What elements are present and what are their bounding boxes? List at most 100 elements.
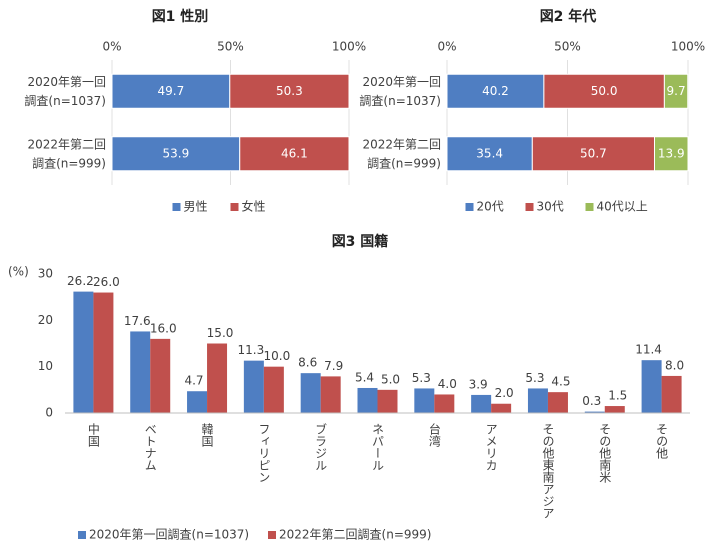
data-label: 26.0 — [93, 275, 120, 289]
bar — [130, 331, 151, 413]
data-label: 46.1 — [281, 146, 308, 160]
y-tick-label: 2020年第一回 — [27, 75, 106, 89]
x-tick-label: 0% — [102, 40, 121, 54]
bar — [584, 411, 605, 413]
bar — [243, 360, 264, 413]
legend-swatch — [525, 203, 534, 211]
chart-title: 図2 年代 — [540, 8, 597, 25]
x-tick-label: 韓国 — [200, 423, 214, 447]
legend-swatch — [465, 203, 474, 211]
bar — [434, 394, 455, 413]
bar — [491, 403, 512, 413]
x-tick-label: 100% — [332, 40, 366, 54]
legend-label: 2022年第二回調査(n=999) — [279, 528, 431, 542]
bar-segment — [654, 136, 689, 172]
y-tick-label: 30 — [38, 267, 53, 281]
x-tick-label: 50% — [554, 40, 581, 54]
x-tick-label: 0% — [437, 40, 456, 54]
y-tick-label: 2020年第一回 — [362, 75, 441, 89]
legend-swatch — [585, 203, 594, 211]
data-label: 50.0 — [591, 84, 618, 98]
data-label: 49.7 — [158, 84, 185, 98]
data-label: 0.3 — [582, 394, 601, 408]
bar — [320, 376, 341, 413]
y-tick-label: 2022年第二回 — [27, 137, 106, 151]
x-tick-label: その他東南アジア — [541, 423, 555, 519]
chart-title: 図1 性別 — [152, 8, 209, 25]
data-label: 5.4 — [355, 370, 374, 384]
x-tick-label: 100% — [671, 40, 705, 54]
bar — [547, 392, 568, 413]
bar-segment — [229, 73, 350, 109]
bar-segment — [446, 73, 545, 109]
data-label: 4.0 — [438, 377, 457, 391]
bar — [377, 389, 398, 413]
data-label: 15.0 — [207, 326, 234, 340]
data-label: 53.9 — [163, 146, 190, 160]
bar — [357, 387, 378, 413]
bar — [93, 292, 114, 413]
data-label: 2.0 — [495, 386, 514, 400]
x-tick-label: 中国 — [86, 422, 100, 447]
y-tick-label: 20 — [38, 313, 53, 327]
data-label: 11.4 — [635, 343, 662, 357]
data-label: 7.9 — [324, 359, 343, 373]
data-label: 26.2 — [67, 274, 94, 288]
legend-swatch — [268, 531, 276, 539]
bar-segment — [543, 73, 665, 109]
bar — [641, 360, 662, 413]
bar — [604, 406, 625, 413]
y-tick-label: 調査(n=1037) — [24, 94, 106, 108]
y-tick-label: 調査(n=999) — [367, 156, 441, 170]
bar-segment — [663, 73, 689, 109]
bar — [187, 391, 208, 413]
data-label: 11.3 — [238, 343, 265, 357]
data-label: 9.7 — [667, 84, 686, 98]
x-tick-label: ブラジル — [314, 422, 328, 471]
data-label: 1.5 — [608, 389, 627, 403]
data-label: 17.6 — [124, 314, 151, 328]
data-label: 3.9 — [469, 377, 488, 391]
data-label: 5.3 — [525, 371, 544, 385]
data-label: 8.6 — [298, 356, 317, 370]
data-label: 5.0 — [381, 372, 400, 386]
x-tick-label: その他 — [655, 423, 669, 459]
data-label: 4.5 — [551, 375, 570, 389]
bar — [150, 338, 171, 413]
data-label: 8.0 — [665, 358, 684, 372]
legend-label: 30代 — [537, 200, 564, 214]
bar — [263, 366, 284, 413]
legend-label: 2020年第一回調査(n=1037) — [89, 528, 249, 542]
data-label: 5.3 — [412, 371, 431, 385]
x-tick-label: フィリピン — [257, 423, 271, 483]
x-tick-label: 台湾 — [427, 422, 441, 448]
bar-segment — [111, 136, 241, 172]
data-label: 50.3 — [276, 84, 303, 98]
bar — [661, 375, 682, 413]
bar — [300, 373, 321, 413]
bar-segment — [531, 136, 656, 172]
data-label: 35.4 — [476, 146, 503, 160]
legend-label: 男性 — [184, 200, 208, 214]
data-label: 10.0 — [264, 349, 291, 363]
bar-segment — [239, 136, 350, 172]
y-tick-label: 調査(n=999) — [32, 156, 106, 170]
bar — [414, 388, 435, 413]
x-tick-label: 50% — [217, 40, 244, 54]
legend-label: 女性 — [242, 199, 266, 214]
bar — [207, 343, 228, 413]
legend-swatch — [172, 203, 181, 211]
legend-swatch — [230, 203, 239, 211]
data-label: 40.2 — [482, 84, 509, 98]
y-tick-label: 0 — [45, 406, 53, 420]
x-tick-label: アメリカ — [484, 423, 498, 471]
x-tick-label: その他南米 — [598, 423, 612, 483]
bar-segment — [111, 73, 231, 109]
y-tick-label: 10 — [38, 359, 53, 373]
legend-label: 40代以上 — [597, 200, 648, 214]
data-label: 16.0 — [150, 321, 177, 335]
data-label: 50.7 — [580, 146, 607, 160]
chart-title: 図3 国籍 — [332, 233, 389, 250]
y-axis-label: (%) — [8, 265, 29, 279]
